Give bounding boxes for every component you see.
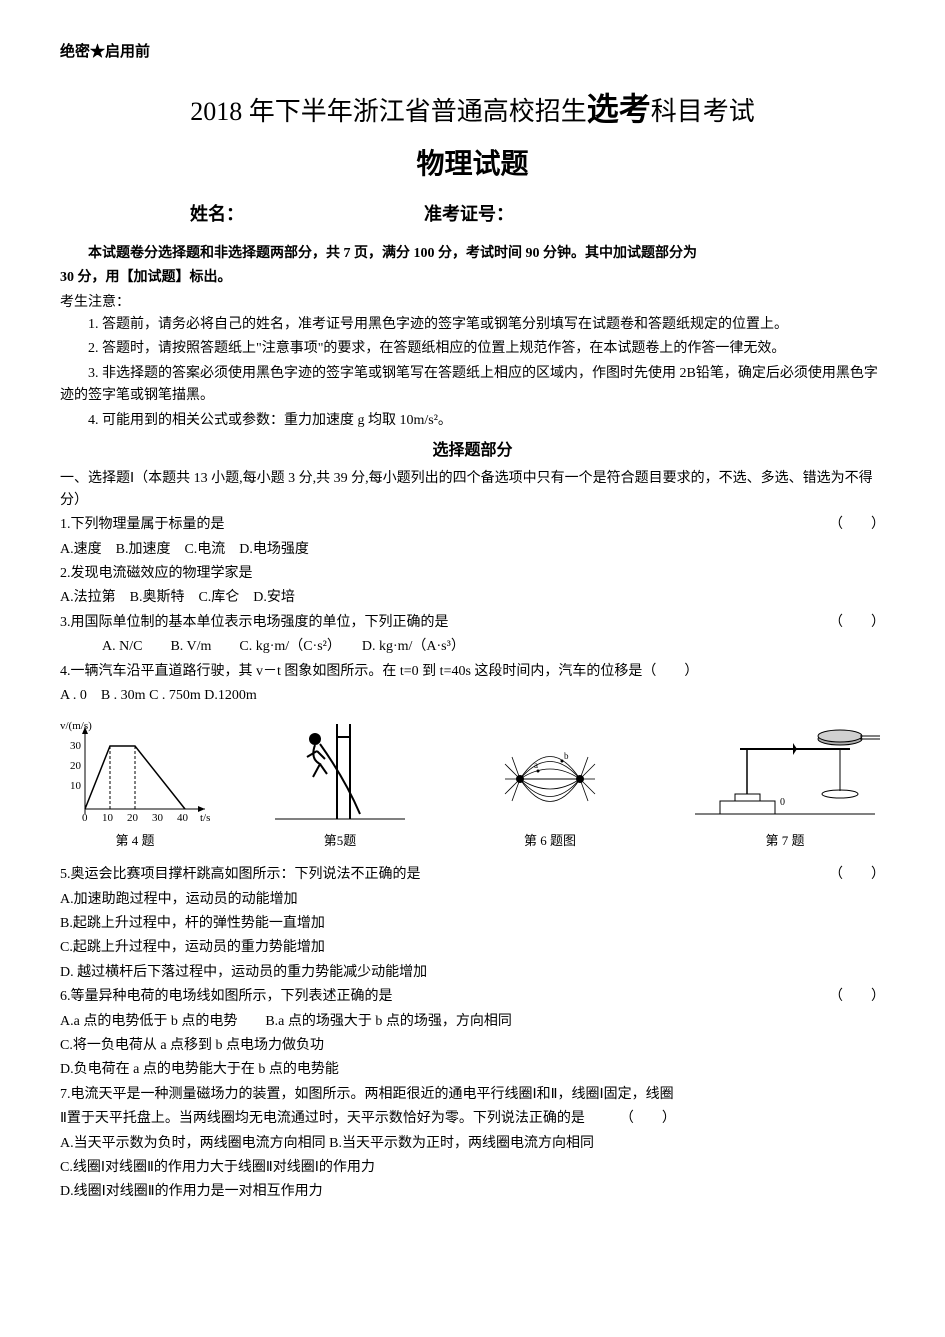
svg-text:b: b [564, 751, 569, 761]
name-label: 姓名： [190, 204, 244, 224]
figures-row: v/(m/s) t/s 30 20 10 0 10 20 30 40 第 4 题 [60, 719, 885, 852]
question-4: 4.一辆汽车沿平直道路行驶，其 v－t 图象如图所示。在 t=0 到 t=40s… [60, 661, 885, 683]
q5-opt-a: A.加速助跑过程中，运动员的动能增加 [60, 889, 885, 911]
figure-7: 0 第 7 题 [685, 719, 885, 852]
svg-text:v/(m/s): v/(m/s) [60, 720, 92, 732]
svg-text:a: a [534, 760, 538, 770]
notice-2: 2. 答题时，请按照答题纸上"注意事项"的要求，在答题纸相应的位置上规范作答，在… [60, 338, 885, 360]
svg-text:20: 20 [70, 760, 82, 772]
figure-5: 第5题 [265, 719, 415, 852]
intro-1-text: 本试题卷分选择题和非选择题两部分，共 7 页，满分 100 分，考试时间 90 … [88, 246, 697, 261]
notice-head: 考生注意： [60, 292, 885, 314]
q7-opt-c: C.线圈Ⅰ对线圈Ⅱ的作用力大于线圈Ⅱ对线圈Ⅰ的作用力 [60, 1157, 885, 1179]
q7-opt-ab: A.当天平示数为负时，两线圈电流方向相同 B.当天平示数为正时，两线圈电流方向相… [60, 1133, 885, 1155]
title-xuankao: 选考 [587, 91, 651, 127]
q5-text: 5.奥运会比赛项目撑杆跳高如图所示：下列说法不正确的是 [60, 867, 421, 882]
svg-text:0: 0 [780, 797, 785, 808]
q5-opt-d: D. 越过横杆后下落过程中，运动员的重力势能减少动能增加 [60, 962, 885, 984]
current-balance-icon: 0 [685, 719, 885, 829]
svg-text:40: 40 [177, 812, 189, 824]
q3-text: 3.用国际单位制的基本单位表示电场强度的单位，下列正确的是 [60, 615, 449, 630]
figure-6: a b 第 6 题图 [470, 729, 630, 852]
q6-opt-d: D.负电荷在 a 点的电势能大于在 b 点的电势能 [60, 1059, 885, 1081]
svg-text:t/s: t/s [200, 812, 210, 824]
q1-blank: （ ） [829, 514, 885, 536]
question-1: 1.下列物理量属于标量的是 （ ） [60, 514, 885, 536]
question-5: 5.奥运会比赛项目撑杆跳高如图所示：下列说法不正确的是 （ ） [60, 864, 885, 886]
id-label: 准考证号： [424, 204, 514, 224]
q1-text: 1.下列物理量属于标量的是 [60, 517, 225, 532]
question-6: 6.等量异种电荷的电场线如图所示，下列表述正确的是 （ ） [60, 986, 885, 1008]
svg-text:10: 10 [102, 812, 114, 824]
q2-options: A.法拉第 B.奥斯特 C.库仑 D.安培 [60, 587, 885, 609]
notice-3: 3. 非选择题的答案必须使用黑色字迹的签字笔或钢笔写在答题纸上相应的区域内，作图… [60, 363, 885, 408]
fig6-caption: 第 6 题图 [470, 831, 630, 852]
q3-options: A. N/C B. V/m C. kg·m/（C·s²） D. kg·m/（A·… [60, 636, 885, 658]
title-suffix: 科目考试 [651, 97, 755, 126]
question-7: 7.电流天平是一种测量磁场力的装置，如图所示。两相距很近的通电平行线圈Ⅰ和Ⅱ，线… [60, 1084, 885, 1106]
q6-text: 6.等量异种电荷的电场线如图所示，下列表述正确的是 [60, 989, 393, 1004]
pole-vault-icon [265, 719, 415, 829]
q5-blank: （ ） [829, 864, 885, 886]
notice-1: 1. 答题前，请务必将自己的姓名，准考证号用黑色字迹的签字笔或钢笔分别填写在试题… [60, 314, 885, 336]
q5-opt-c: C.起跳上升过程中，运动员的重力势能增加 [60, 937, 885, 959]
q6-blank: （ ） [829, 986, 885, 1008]
intro-line-1: 本试题卷分选择题和非选择题两部分，共 7 页，满分 100 分，考试时间 90 … [60, 243, 885, 265]
notice-4: 4. 可能用到的相关公式或参数：重力加速度 g 均取 10m/s²。 [60, 410, 885, 432]
section-head: 选择题部分 [60, 438, 885, 464]
title-prefix: 2018 年下半年浙江省普通高校招生 [190, 97, 587, 126]
title-main: 2018 年下半年浙江省普通高校招生选考科目考试 [60, 84, 885, 135]
fig4-caption: 第 4 题 [60, 831, 210, 852]
q3-blank: （ ） [829, 612, 885, 634]
q6-opt-c: C.将一负电荷从 a 点移到 b 点电场力做负功 [60, 1035, 885, 1057]
svg-text:30: 30 [70, 740, 82, 752]
name-id-line: 姓名： 准考证号： [190, 200, 885, 229]
svg-text:10: 10 [70, 780, 82, 792]
q7-opt-d: D.线圈Ⅰ对线圈Ⅱ的作用力是一对相互作用力 [60, 1181, 885, 1203]
question-3: 3.用国际单位制的基本单位表示电场强度的单位，下列正确的是 （ ） [60, 612, 885, 634]
svg-text:20: 20 [127, 812, 139, 824]
q1-options: A.速度 B.加速度 C.电流 D.电场强度 [60, 539, 885, 561]
svg-text:30: 30 [152, 812, 164, 824]
figure-4: v/(m/s) t/s 30 20 10 0 10 20 30 40 第 4 题 [60, 719, 210, 852]
q5-opt-b: B.起跳上升过程中，杆的弹性势能一直增加 [60, 913, 885, 935]
vt-chart: v/(m/s) t/s 30 20 10 0 10 20 30 40 [60, 719, 210, 829]
question-2: 2.发现电流磁效应的物理学家是 [60, 563, 885, 585]
q4-options: A . 0 B . 30m C . 750m D.1200m [60, 685, 885, 707]
title-sub: 物理试题 [60, 143, 885, 188]
confidential-header: 绝密★启用前 [60, 40, 885, 64]
fig5-caption: 第5题 [265, 831, 415, 852]
fig7-caption: 第 7 题 [685, 831, 885, 852]
field-lines-icon: a b [470, 729, 630, 829]
intro-line-2: 30 分，用【加试题】标出。 [60, 267, 885, 289]
section-1-instructions: 一、选择题Ⅰ（本题共 13 小题,每小题 3 分,共 39 分,每小题列出的四个… [60, 468, 885, 513]
q2-text: 2.发现电流磁效应的物理学家是 [60, 566, 253, 581]
svg-text:0: 0 [82, 812, 88, 824]
q6-opt-ab: A.a 点的电势低于 b 点的电势 B.a 点的场强大于 b 点的场强，方向相同 [60, 1011, 885, 1033]
question-7-line2: Ⅱ置于天平托盘上。当两线圈均无电流通过时，天平示数恰好为零。下列说法正确的是 （… [60, 1108, 885, 1130]
